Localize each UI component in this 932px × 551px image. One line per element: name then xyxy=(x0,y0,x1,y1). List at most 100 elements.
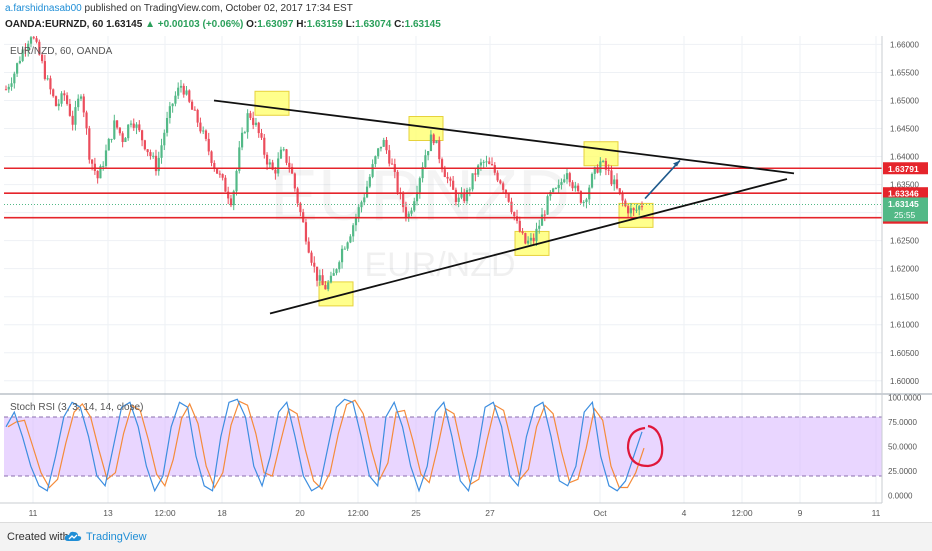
candle-body xyxy=(282,149,285,151)
candle-body xyxy=(168,106,171,118)
candle-body xyxy=(549,191,552,197)
countdown-label: 25:55 xyxy=(894,210,916,220)
candle-body xyxy=(18,60,21,64)
candle-body xyxy=(27,43,30,51)
candle-body xyxy=(593,167,596,174)
candle-body xyxy=(129,123,133,125)
candle-body xyxy=(482,161,485,163)
candle-body xyxy=(163,132,166,146)
candle-body xyxy=(304,222,308,242)
candle-body xyxy=(24,49,27,51)
candle-body xyxy=(435,140,438,144)
candle-body xyxy=(41,54,44,62)
candle-body xyxy=(193,109,196,111)
candle-body xyxy=(257,122,260,134)
candle-body xyxy=(107,139,110,151)
candle-body xyxy=(4,89,8,91)
candle-body xyxy=(554,188,558,190)
candle-body xyxy=(563,179,566,183)
candle-body xyxy=(557,184,560,189)
candle-body xyxy=(446,176,449,179)
candle-body xyxy=(407,213,410,218)
time-tick-label: 25 xyxy=(411,508,421,518)
price-tick-label: 1.61000 xyxy=(890,321,919,330)
price-change: ▲ +0.00103 (+0.06%) xyxy=(145,19,244,30)
stoch-rsi-d-line xyxy=(7,399,645,491)
candle-body xyxy=(507,193,510,202)
candle-body xyxy=(354,217,358,226)
candle-body xyxy=(329,275,333,283)
time-tick-label: 12:00 xyxy=(731,508,753,518)
candle-body xyxy=(604,160,607,170)
candle-body xyxy=(535,228,538,242)
candle-body xyxy=(560,182,563,185)
candle-body xyxy=(638,206,641,210)
candle-body xyxy=(229,198,233,206)
candle-body xyxy=(204,130,208,139)
candle-body xyxy=(602,160,605,162)
candle-body xyxy=(185,90,188,95)
candle-body xyxy=(46,78,49,80)
candle-body xyxy=(529,237,533,241)
candle-body xyxy=(421,167,424,179)
annotations xyxy=(626,159,681,468)
candle-body xyxy=(35,38,38,42)
candle-body xyxy=(307,241,310,253)
candle-body xyxy=(635,209,638,211)
level-price-tag xyxy=(883,187,928,200)
author-link[interactable]: a.farshidnasab00 xyxy=(5,3,82,14)
candle-body xyxy=(346,242,349,249)
candle-body xyxy=(127,124,130,139)
candle-body xyxy=(7,86,10,90)
candle-body xyxy=(249,113,252,118)
candle-body xyxy=(60,93,63,104)
symbol: OANDA:EURNZD, 60 xyxy=(5,19,104,30)
price-tick-label: 1.65500 xyxy=(890,68,919,77)
rsi-band xyxy=(4,417,882,476)
candle-body xyxy=(429,134,433,152)
low-value: 1.63074 xyxy=(355,19,392,30)
time-axis: 11 13 12:00 18 20 12:00 25 27 Oct 4 12:00 9 11 xyxy=(0,502,882,518)
candle-body xyxy=(52,89,55,97)
candle-body xyxy=(524,233,527,244)
candle-body xyxy=(138,124,141,131)
candle-body xyxy=(488,161,491,165)
chart-header: a.farshidnasab00 published on TradingVie… xyxy=(0,0,932,36)
candle-body xyxy=(49,78,52,90)
candle-body xyxy=(513,212,516,217)
price-tick-label: 1.64000 xyxy=(890,153,919,162)
candle-body xyxy=(54,96,58,107)
chart-canvas: EURNZD EUR/NZD 1.660001.655001.650001.64… xyxy=(0,34,932,518)
candle-body xyxy=(157,157,160,172)
candle-body xyxy=(88,128,91,160)
candle-body xyxy=(152,155,155,157)
candle-body xyxy=(254,122,258,125)
candle-body xyxy=(285,149,288,163)
rsi-tick-label: 100.0000 xyxy=(888,393,922,402)
candle-body xyxy=(432,134,435,144)
candle-body xyxy=(190,101,194,110)
candle-body xyxy=(57,103,60,107)
candle-body xyxy=(504,189,508,194)
candle-body xyxy=(327,282,330,290)
price-tick-label: 1.60500 xyxy=(890,349,919,358)
candle-body xyxy=(510,201,513,213)
candle-body xyxy=(418,178,421,193)
candle-body xyxy=(388,150,391,164)
tradingview-cloud-icon[interactable] xyxy=(64,529,82,543)
candle-body xyxy=(452,180,455,190)
candle-body xyxy=(218,173,221,175)
price-axis: 1.66000 1.65500 1.65000 1.64500 1.64000 1.635… xyxy=(881,36,928,503)
level-price-tag xyxy=(883,162,928,175)
candle-body xyxy=(140,130,144,141)
candle-body xyxy=(10,83,13,87)
time-tick-label: 13 xyxy=(103,508,113,518)
candles xyxy=(4,34,644,292)
candle-body xyxy=(199,122,202,132)
tradingview-brand-link[interactable]: TradingView xyxy=(86,531,147,543)
trendlines xyxy=(213,99,795,315)
rsi-tick-label: 50.0000 xyxy=(888,443,917,452)
candle-body xyxy=(260,133,263,138)
candle-body xyxy=(146,149,149,153)
candle-body xyxy=(96,170,99,179)
